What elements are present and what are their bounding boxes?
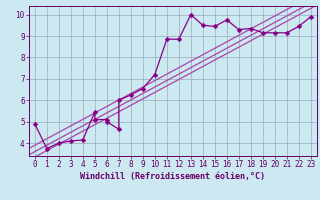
- X-axis label: Windchill (Refroidissement éolien,°C): Windchill (Refroidissement éolien,°C): [80, 172, 265, 181]
